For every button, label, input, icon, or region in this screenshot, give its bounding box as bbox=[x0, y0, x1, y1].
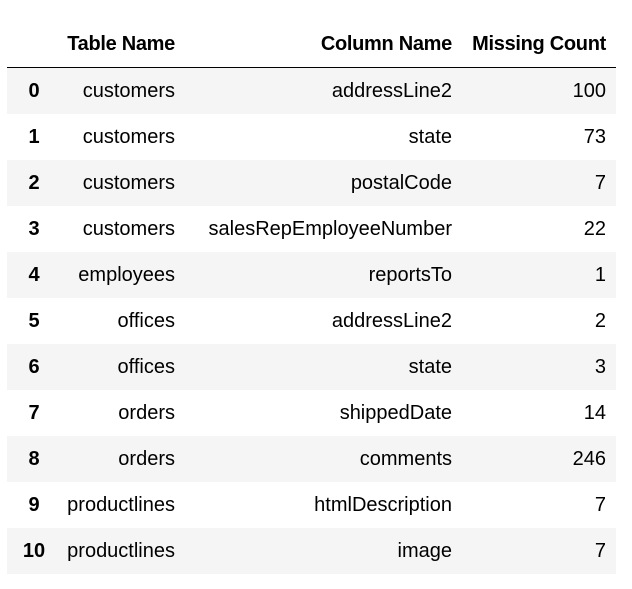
table-body: 0 customers addressLine2 100 1 customers… bbox=[7, 67, 616, 574]
missing-values-table: Table Name Column Name Missing Count 0 c… bbox=[7, 21, 616, 574]
table-row: 10 productlines image 7 bbox=[7, 528, 616, 574]
row-index: 4 bbox=[28, 263, 40, 286]
row-index: 2 bbox=[28, 171, 40, 194]
column-name-cell: addressLine2 bbox=[331, 79, 452, 102]
table-name-cell: productlines bbox=[67, 539, 175, 562]
missing-count-cell: 3 bbox=[594, 355, 606, 378]
header-missing-count: Missing Count bbox=[452, 21, 616, 68]
column-name-cell: addressLine2 bbox=[331, 309, 452, 332]
missing-count-cell: 14 bbox=[583, 401, 606, 424]
header-row: Table Name Column Name Missing Count bbox=[7, 21, 616, 68]
table-name-cell: customers bbox=[82, 79, 175, 102]
missing-count-cell: 7 bbox=[594, 493, 606, 516]
table-name-cell: customers bbox=[82, 171, 175, 194]
table-row: 4 employees reportsTo 1 bbox=[7, 252, 616, 298]
row-index: 0 bbox=[28, 79, 40, 102]
row-index: 9 bbox=[28, 493, 40, 516]
dataframe-output: Table Name Column Name Missing Count 0 c… bbox=[7, 21, 616, 574]
missing-count-cell: 2 bbox=[594, 309, 606, 332]
missing-count-cell: 1 bbox=[594, 263, 606, 286]
column-name-cell: salesRepEmployeeNumber bbox=[208, 217, 452, 240]
table-row: 9 productlines htmlDescription 7 bbox=[7, 482, 616, 528]
missing-count-cell: 22 bbox=[583, 217, 606, 240]
missing-count-cell: 7 bbox=[594, 171, 606, 194]
header-index bbox=[7, 21, 61, 68]
row-index: 10 bbox=[22, 539, 46, 562]
column-name-cell: postalCode bbox=[350, 171, 452, 194]
table-name-cell: offices bbox=[117, 309, 175, 332]
missing-count-cell: 246 bbox=[572, 447, 606, 470]
header-table-name: Table Name bbox=[61, 21, 175, 68]
table-name-cell: orders bbox=[118, 447, 175, 470]
column-name-cell: state bbox=[408, 125, 452, 148]
column-name-cell: shippedDate bbox=[339, 401, 452, 424]
missing-count-cell: 100 bbox=[572, 79, 606, 102]
table-name-cell: employees bbox=[78, 263, 175, 286]
header-column-name: Column Name bbox=[175, 21, 452, 68]
table-name-cell: orders bbox=[118, 401, 175, 424]
column-name-cell: htmlDescription bbox=[314, 493, 452, 516]
row-index: 6 bbox=[28, 355, 40, 378]
column-name-cell: reportsTo bbox=[368, 263, 452, 286]
table-row: 5 offices addressLine2 2 bbox=[7, 298, 616, 344]
table-row: 0 customers addressLine2 100 bbox=[7, 67, 616, 114]
table-row: 8 orders comments 246 bbox=[7, 436, 616, 482]
row-index: 8 bbox=[28, 447, 40, 470]
column-name-cell: state bbox=[408, 355, 452, 378]
column-name-cell: image bbox=[397, 539, 452, 562]
table-name-cell: productlines bbox=[67, 493, 175, 516]
table-row: 2 customers postalCode 7 bbox=[7, 160, 616, 206]
table-name-cell: customers bbox=[82, 125, 175, 148]
table-header: Table Name Column Name Missing Count bbox=[7, 21, 616, 68]
table-name-cell: customers bbox=[82, 217, 175, 240]
row-index: 3 bbox=[28, 217, 40, 240]
table-row: 1 customers state 73 bbox=[7, 114, 616, 160]
missing-count-cell: 7 bbox=[594, 539, 606, 562]
table-row: 6 offices state 3 bbox=[7, 344, 616, 390]
missing-count-cell: 73 bbox=[583, 125, 606, 148]
row-index: 1 bbox=[28, 125, 40, 148]
table-row: 3 customers salesRepEmployeeNumber 22 bbox=[7, 206, 616, 252]
row-index: 7 bbox=[28, 401, 40, 424]
table-row: 7 orders shippedDate 14 bbox=[7, 390, 616, 436]
column-name-cell: comments bbox=[359, 447, 452, 470]
table-name-cell: offices bbox=[117, 355, 175, 378]
row-index: 5 bbox=[28, 309, 40, 332]
